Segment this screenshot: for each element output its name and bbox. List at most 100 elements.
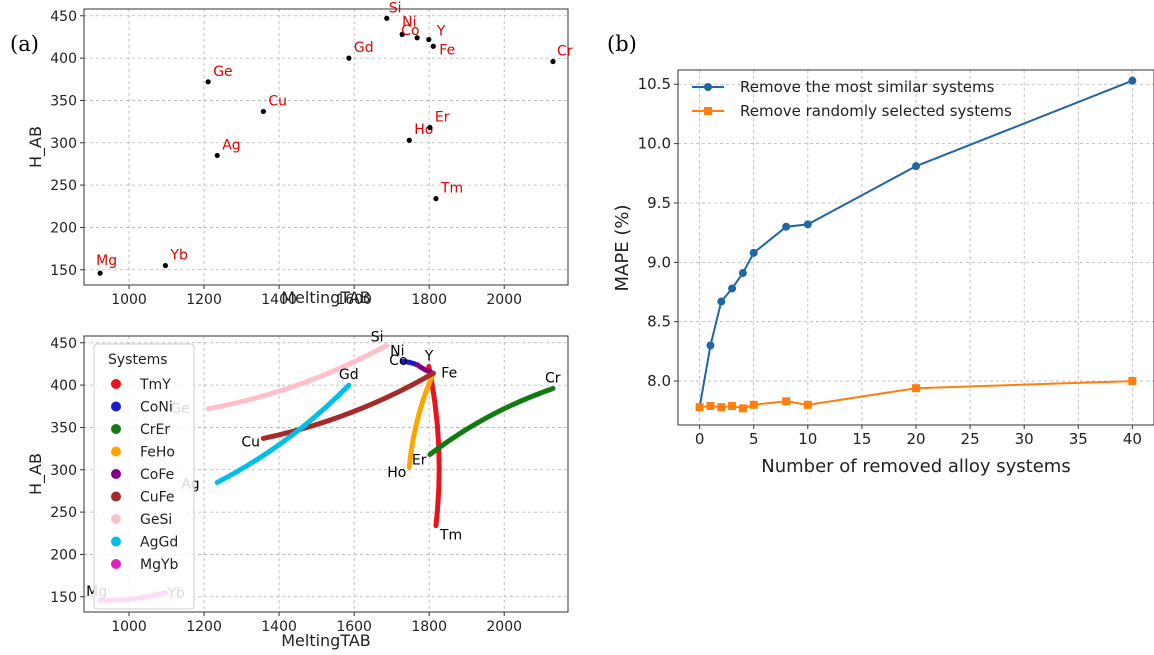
x-tick-label: 10 <box>798 430 817 448</box>
axis-ticks: 1000 1200 1400 1600 1800 2000 150 200 250 300 350 4… <box>50 336 522 635</box>
data-point <box>912 384 920 393</box>
x-tick-label: 25 <box>961 430 980 448</box>
data-point-yb <box>162 262 169 269</box>
data-point-y <box>426 36 432 43</box>
x-tick-label: 5 <box>749 430 759 448</box>
data-point-cr <box>550 58 556 65</box>
panel-label-b: (b) <box>607 32 637 56</box>
data-point-er <box>427 124 433 131</box>
y-tick-label: 450 <box>50 336 77 352</box>
point-label-cr: Cr <box>557 43 573 59</box>
data-point-si <box>384 15 390 21</box>
series-lines <box>97 342 556 603</box>
y-tick-label: 300 <box>50 136 77 152</box>
element-label-cr: Cr <box>545 370 561 386</box>
point-label-fe: Fe <box>439 42 455 58</box>
legend-label-feho: FeHo <box>140 445 175 461</box>
data-point <box>1128 76 1137 85</box>
legend-marker-mgyb <box>111 559 121 569</box>
x-tick-label: 1200 <box>186 619 222 635</box>
data-point <box>706 341 715 350</box>
x-tick-label: 1600 <box>336 619 372 635</box>
legend-label-tmy: TmY <box>139 377 171 393</box>
legend: Remove the most similar systems Remove ra… <box>692 78 1012 120</box>
data-point <box>728 284 737 293</box>
legend-marker-gesi <box>111 514 121 524</box>
legend-items: TmY CoNi CrEr FeHo CoFe CuFe GeSi AgGd MgYb <box>111 377 179 573</box>
legend-title: Systems <box>108 352 168 368</box>
y-tick-label: 8.0 <box>647 372 671 390</box>
y-tick-label: 150 <box>50 263 77 279</box>
y-tick-label: 8.5 <box>647 313 671 331</box>
series-line-aggd <box>214 382 352 485</box>
data-point <box>749 400 758 409</box>
grid <box>84 9 568 285</box>
plot-frame <box>83 335 569 613</box>
legend-marker-tmy <box>111 379 121 389</box>
x-tick-label: 1800 <box>411 292 447 308</box>
data-point-ho <box>406 137 412 143</box>
y-tick-label: 250 <box>50 178 77 194</box>
data-point <box>738 404 747 413</box>
y-tick-label: 9.0 <box>647 253 671 271</box>
data-point <box>717 297 726 306</box>
point-label-gd: Gd <box>354 40 374 56</box>
y-tick-label: 250 <box>50 505 77 521</box>
y-tick-label: 9.5 <box>647 194 671 212</box>
line-chart-bottom: 1000 1200 1400 1600 1800 2000 150 200 250 300 350 4… <box>26 329 569 650</box>
x-tick-label: 1200 <box>186 292 222 308</box>
point-label-co: Co <box>401 23 419 39</box>
x-tick-label: 1000 <box>111 292 147 308</box>
x-tick-label: 1400 <box>261 619 297 635</box>
series-line-cufe <box>260 370 436 441</box>
legend-label-gesi: GeSi <box>140 512 172 528</box>
legend-marker-coni <box>111 401 121 412</box>
point-label-ag: Ag <box>222 137 240 153</box>
x-tick-label: 1600 <box>336 292 372 308</box>
element-label-si: Si <box>371 329 384 345</box>
data-point-fe <box>430 43 436 49</box>
legend-marker-aggd <box>111 536 121 547</box>
y-tick-label: 300 <box>50 463 77 479</box>
data-point <box>912 162 920 171</box>
x-tick-label: 20 <box>906 430 925 448</box>
point-label-ho: Ho <box>414 122 433 138</box>
y-tick-label: 10.5 <box>638 75 671 93</box>
y-tick-label: 150 <box>50 590 77 606</box>
data-point <box>717 403 726 412</box>
series-line-gesi <box>205 342 390 412</box>
element-label-y: Y <box>424 348 434 364</box>
legend-marker-cufe <box>111 491 121 502</box>
data-point-co <box>414 35 420 41</box>
series-line-random <box>699 380 1133 410</box>
legend-marker-feho <box>111 446 121 457</box>
grid <box>678 70 1154 425</box>
legend-label-crer: CrEr <box>140 422 170 438</box>
x-tick-label: 15 <box>852 430 871 448</box>
legend: Systems TmY CoNi CrEr FeHo CoFe CuFe GeSi AgGd M… <box>93 343 195 610</box>
element-label-tm: Tm <box>439 528 462 544</box>
point-label-er: Er <box>435 110 450 126</box>
data-point-ag <box>214 152 220 159</box>
point-label-cu: Cu <box>268 93 287 109</box>
data-point-ge <box>205 79 211 85</box>
data-point <box>749 248 758 257</box>
x-tick-label: 35 <box>1069 430 1088 448</box>
element-label-gd: Gd <box>339 367 359 383</box>
axis-ticks: 1000 1200 1400 1600 1800 2000 150 200 250 300 350 4… <box>50 9 522 308</box>
x-tick-label: 1000 <box>111 619 147 635</box>
panel-label-a: (a) <box>10 32 39 56</box>
legend-label-coni: CoNi <box>140 400 173 416</box>
legend-marker-cofe <box>111 469 121 479</box>
legend-label: Remove randomly selected systems <box>740 102 1012 120</box>
x-tick-label: 1400 <box>261 292 297 308</box>
point-label-si: Si <box>389 0 402 16</box>
plot-frame <box>83 8 569 286</box>
point-label-mg: Mg <box>96 253 117 269</box>
legend-label-mgyb: MgYb <box>140 557 179 573</box>
point-label-tm: Tm <box>440 181 463 197</box>
y-tick-label: 350 <box>50 93 77 109</box>
series-line-feho <box>406 370 436 470</box>
x-tick-label: 1800 <box>411 619 447 635</box>
element-label-fe: Fe <box>441 365 457 381</box>
